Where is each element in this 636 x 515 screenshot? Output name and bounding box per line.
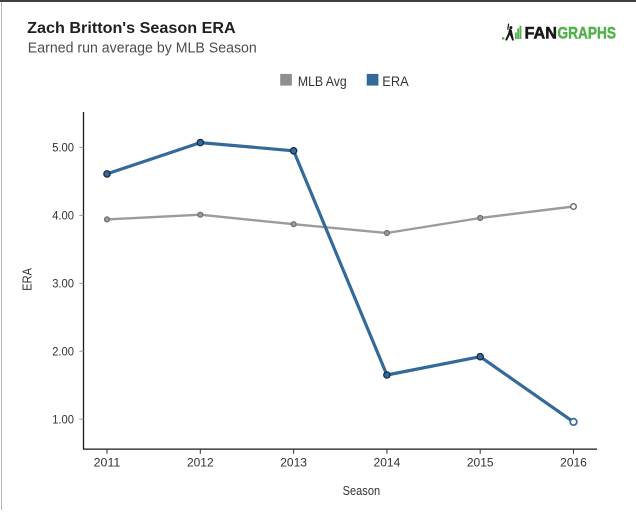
svg-text:3.00: 3.00 [52, 277, 74, 291]
svg-text:1.00: 1.00 [52, 412, 74, 426]
svg-text:GRAPHS: GRAPHS [558, 24, 617, 42]
svg-text:FAN: FAN [525, 24, 558, 42]
svg-text:Season: Season [343, 484, 381, 498]
svg-text:5.00: 5.00 [52, 141, 74, 155]
svg-text:2011: 2011 [94, 456, 121, 470]
svg-text:2016: 2016 [560, 456, 587, 470]
svg-text:2.00: 2.00 [52, 344, 74, 358]
svg-text:2014: 2014 [374, 456, 401, 470]
svg-text:2012: 2012 [187, 456, 214, 470]
svg-text:MLB Avg: MLB Avg [298, 73, 347, 89]
svg-text:2013: 2013 [280, 456, 307, 470]
svg-text:ERA: ERA [382, 73, 409, 89]
svg-text:Earned run average by MLB Seas: Earned run average by MLB Season [28, 39, 257, 56]
svg-text:2015: 2015 [467, 456, 494, 470]
svg-text:ERA: ERA [20, 268, 34, 291]
svg-text:Zach Britton's Season ERA: Zach Britton's Season ERA [27, 20, 236, 37]
svg-text:4.00: 4.00 [52, 209, 74, 223]
